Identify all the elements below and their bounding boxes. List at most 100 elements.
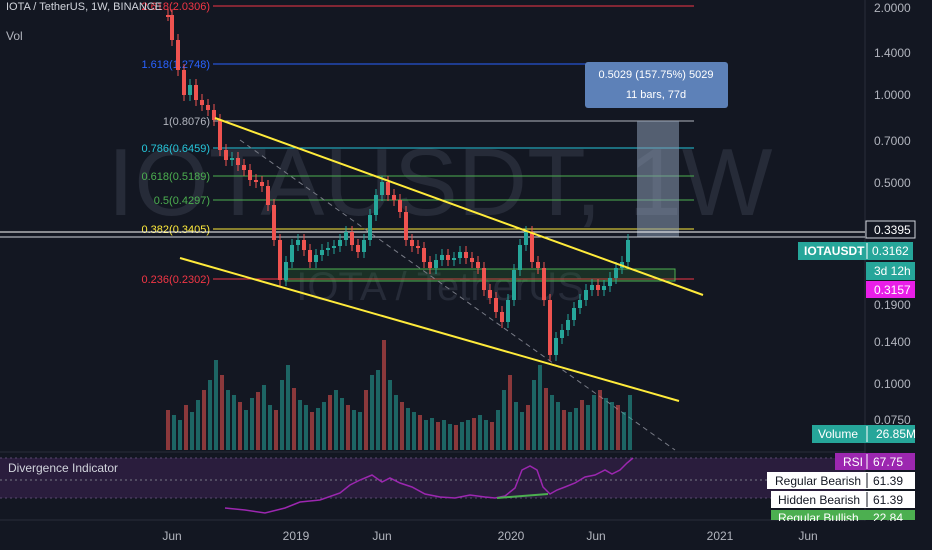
rsi-badge-value: 67.75 [873,455,903,469]
candle-body [458,252,462,258]
price-tick: 0.0750 [874,413,911,427]
volume-bar [568,412,572,450]
volume-bar [460,422,464,450]
candle-body [260,182,264,186]
time-axis[interactable] [0,521,932,550]
volume-bar [622,412,626,450]
volume-bar [430,418,434,450]
lower-channel-trendline[interactable] [179,257,680,402]
candle-body [416,246,420,248]
volume-bar [370,375,374,450]
candle-body [470,258,474,262]
candle-body [218,120,222,150]
price-tick: 2.0000 [874,1,911,15]
indicator-title[interactable]: Divergence Indicator [8,461,118,475]
candle-body [320,250,324,255]
candle-body [338,240,342,246]
candle-body [422,248,426,262]
time-tick: 2020 [498,529,525,543]
fib-label-0382: 0.382(0.3405) [142,224,211,236]
measure-range-box[interactable] [637,121,679,237]
volume-bar [262,385,266,450]
candle-body [596,285,600,290]
candle-body [536,262,540,268]
candle-body [500,312,504,322]
candle-body [284,262,288,280]
candle-body [236,158,240,165]
candle-body [374,195,378,215]
candle-body [614,268,618,278]
price-tick: 0.1900 [874,298,911,312]
candle-body [404,212,408,240]
volume-bar [538,365,542,450]
candle-body [362,240,366,252]
volume-bar [352,410,356,450]
price-box-level [865,220,916,239]
last-price-value: 0.3162 [872,244,909,258]
candle-body [230,158,234,160]
symbol-title[interactable]: IOTA / TetherUS, 1W, BINANCE [6,1,162,13]
candle-body [278,240,282,280]
price-tick: 1.0000 [874,88,911,102]
price-axis[interactable]: 2.0000 1.4000 1.0000 0.7000 0.5000 0.190… [874,1,911,427]
fib-label-0786: 0.786(0.6459) [142,143,211,155]
countdown-value: 3d 12h [874,264,911,278]
volume-badge[interactable] [812,425,915,443]
rsi-band [0,458,865,498]
price-tick: 0.1000 [874,377,911,391]
price-tick: 0.5000 [874,176,911,190]
candle-body [482,268,486,290]
measure-tooltip-line2: 11 bars, 77d [626,89,686,101]
volume-bar [214,360,218,450]
volume-bar [472,418,476,450]
candle-body [332,246,336,248]
candle-body [326,248,330,250]
volume-bar [382,340,386,450]
candle-body [266,186,270,205]
price-box-level-text: 0.3395 [874,223,911,237]
last-price-badge[interactable] [798,242,913,260]
regular-bullish-divergence [496,493,549,499]
last-price-dash: - [858,244,862,258]
candle-body [302,240,306,250]
volume-bar [238,402,242,450]
candle-body [392,195,396,200]
volume-bar [298,400,302,450]
candle-body [350,232,354,245]
volume-bar [340,398,344,450]
countdown-badge [866,262,915,280]
candle-body [488,290,492,298]
volume-badge-label: Volume [818,427,858,441]
fib-label-0618: 0.618(0.5189) [142,171,211,183]
candle-body [254,180,258,182]
volume-legend[interactable]: Vol [6,29,23,43]
upper-channel-trendline[interactable] [214,117,704,296]
volume-bar [574,408,578,450]
volume-bar [334,390,338,450]
candle-body [560,330,564,338]
volume-bar [520,412,524,450]
volume-bar [412,412,416,450]
candles [166,9,630,361]
regular-bullish-badge [771,510,915,520]
measure-tooltip-line1: 0.5029 (157.75%) 5029 [599,69,714,81]
volume-bar [196,400,200,450]
candle-body [548,300,552,355]
volume-bar [280,380,284,450]
candle-body [530,232,534,262]
volume-bar [226,390,230,450]
candle-body [452,258,456,260]
volume-bar [172,415,176,450]
volume-bar [526,405,530,450]
volume-bar [532,380,536,450]
dashed-trendline[interactable] [239,139,676,451]
volume-bar [616,405,620,450]
volume-bar [292,388,296,450]
candle-body [602,286,606,290]
fib-retracement[interactable]: 2.618(2.0306) 1.618(1.2748) 1(0.8076) 0.… [142,1,695,286]
regular-bearish-badge [767,472,915,489]
magenta-price-badge [866,281,915,298]
candle-body [194,85,198,100]
fib-label-1: 1(0.8076) [163,116,210,128]
